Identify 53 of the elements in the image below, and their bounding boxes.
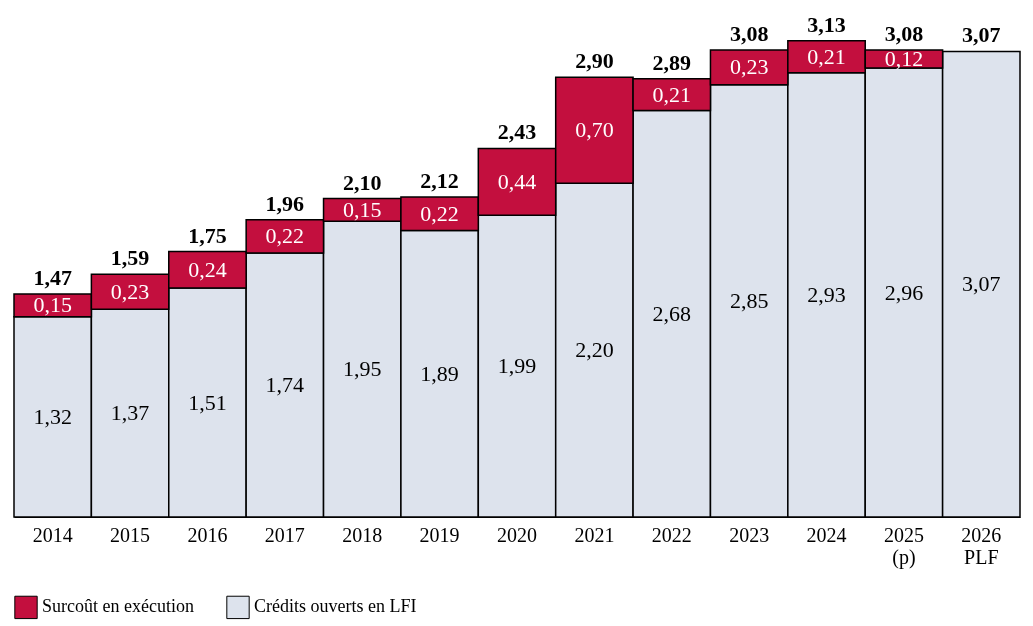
total-label: 3,08 (729, 20, 769, 46)
x-tick-label: 2021 (574, 523, 615, 546)
total-label: 2,10 (342, 169, 382, 195)
data-label: 1,99 (497, 353, 537, 379)
data-label: 0,23 (729, 54, 769, 80)
x-tick-label: 2023 (729, 523, 770, 546)
legend-label: Surcoût en exécution (42, 596, 194, 617)
x-tick-label: 2019 (419, 523, 460, 546)
data-label: 1,51 (188, 389, 227, 415)
total-label: 2,12 (420, 168, 459, 194)
data-label: 1,37 (110, 400, 150, 426)
data-label: 0,15 (342, 196, 382, 222)
x-tick-label: 2014 (32, 523, 73, 546)
total-label: 2,90 (575, 48, 614, 74)
data-label: 0,22 (265, 223, 305, 249)
data-label: 0,22 (420, 200, 459, 226)
data-label: 1,32 (33, 403, 72, 429)
x-tick-label: 2020 (497, 523, 537, 546)
x-tick-label: 2015 (110, 523, 151, 546)
total-label: 2,43 (497, 119, 537, 145)
data-label: 2,85 (729, 287, 769, 313)
data-label: 0,23 (110, 278, 150, 304)
total-label: 1,59 (110, 245, 150, 271)
data-label: 2,68 (652, 300, 692, 326)
x-tick-label: 2016 (187, 523, 228, 546)
total-label: 1,96 (265, 190, 305, 216)
legend-label: Crédits ouverts en LFI (254, 596, 417, 617)
x-tick-label: 2024 (806, 523, 847, 546)
x-tick-label: 2018 (342, 523, 383, 546)
data-label: 2,93 (807, 281, 846, 307)
total-label: 3,07 (962, 22, 1001, 48)
data-label: 0,44 (497, 168, 537, 194)
data-label: 2,20 (575, 337, 614, 363)
data-label: 1,74 (265, 372, 305, 398)
data-label: 0,21 (807, 43, 846, 69)
x-tick-label: 2022 (651, 523, 692, 546)
total-label: 3,08 (884, 20, 924, 46)
x-tick-label: 2026 PLF (961, 523, 1002, 568)
x-tick-label: 2025 (p) (883, 523, 924, 569)
x-tick-label: 2017 (264, 523, 305, 546)
data-label: 0,70 (575, 117, 614, 143)
total-label: 3,13 (807, 11, 846, 37)
data-label: 1,89 (420, 360, 459, 386)
data-label: 0,24 (188, 256, 227, 282)
data-label: 0,21 (652, 81, 692, 107)
data-label: 3,07 (962, 271, 1001, 297)
data-label: 0,15 (33, 292, 72, 318)
data-label: 2,96 (884, 279, 924, 305)
data-label: 0,12 (884, 46, 924, 72)
total-label: 2,89 (652, 49, 692, 75)
data-label: 1,95 (342, 356, 382, 382)
total-label: 1,47 (33, 265, 72, 291)
total-label: 1,75 (188, 222, 227, 248)
